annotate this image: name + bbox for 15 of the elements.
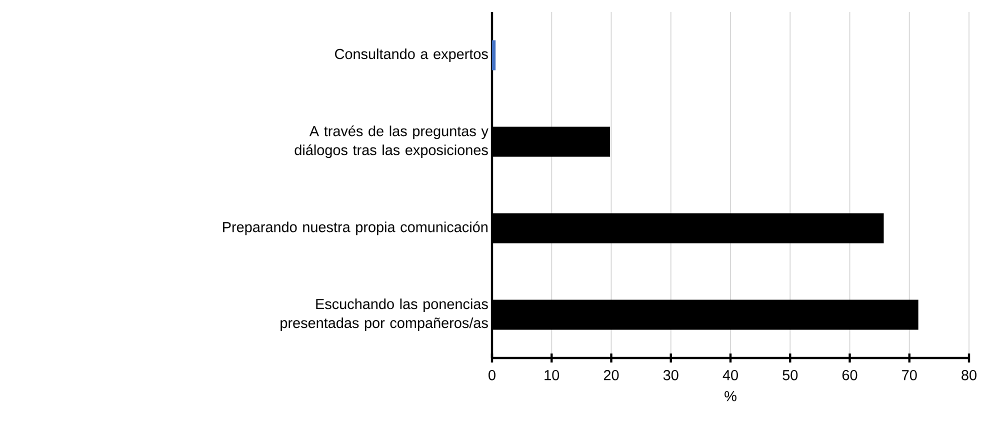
y-tick-label: Escuchando las ponencias presentadas por compañeros/as [280,298,488,331]
x-axis-title: % [724,391,736,402]
x-tick-label: 80 [962,370,976,380]
x-tick-label: 50 [782,370,798,380]
y-tick-label: A través de las preguntas y diálogos tras las exposiciones [294,125,488,158]
bar [492,40,496,70]
x-tick-label: 0 [488,370,496,380]
x-tick-label: 30 [663,370,678,380]
x-tick-label: 60 [842,370,858,380]
x-tick-label: 10 [544,370,560,380]
y-tick-label: Consultando a expertos [335,48,488,62]
x-tick-label: 40 [722,370,738,380]
x-tick-label: 70 [902,370,917,380]
y-tick-label: Preparando nuestra propia comunicación [223,221,488,236]
x-tick-label: 20 [604,370,619,380]
